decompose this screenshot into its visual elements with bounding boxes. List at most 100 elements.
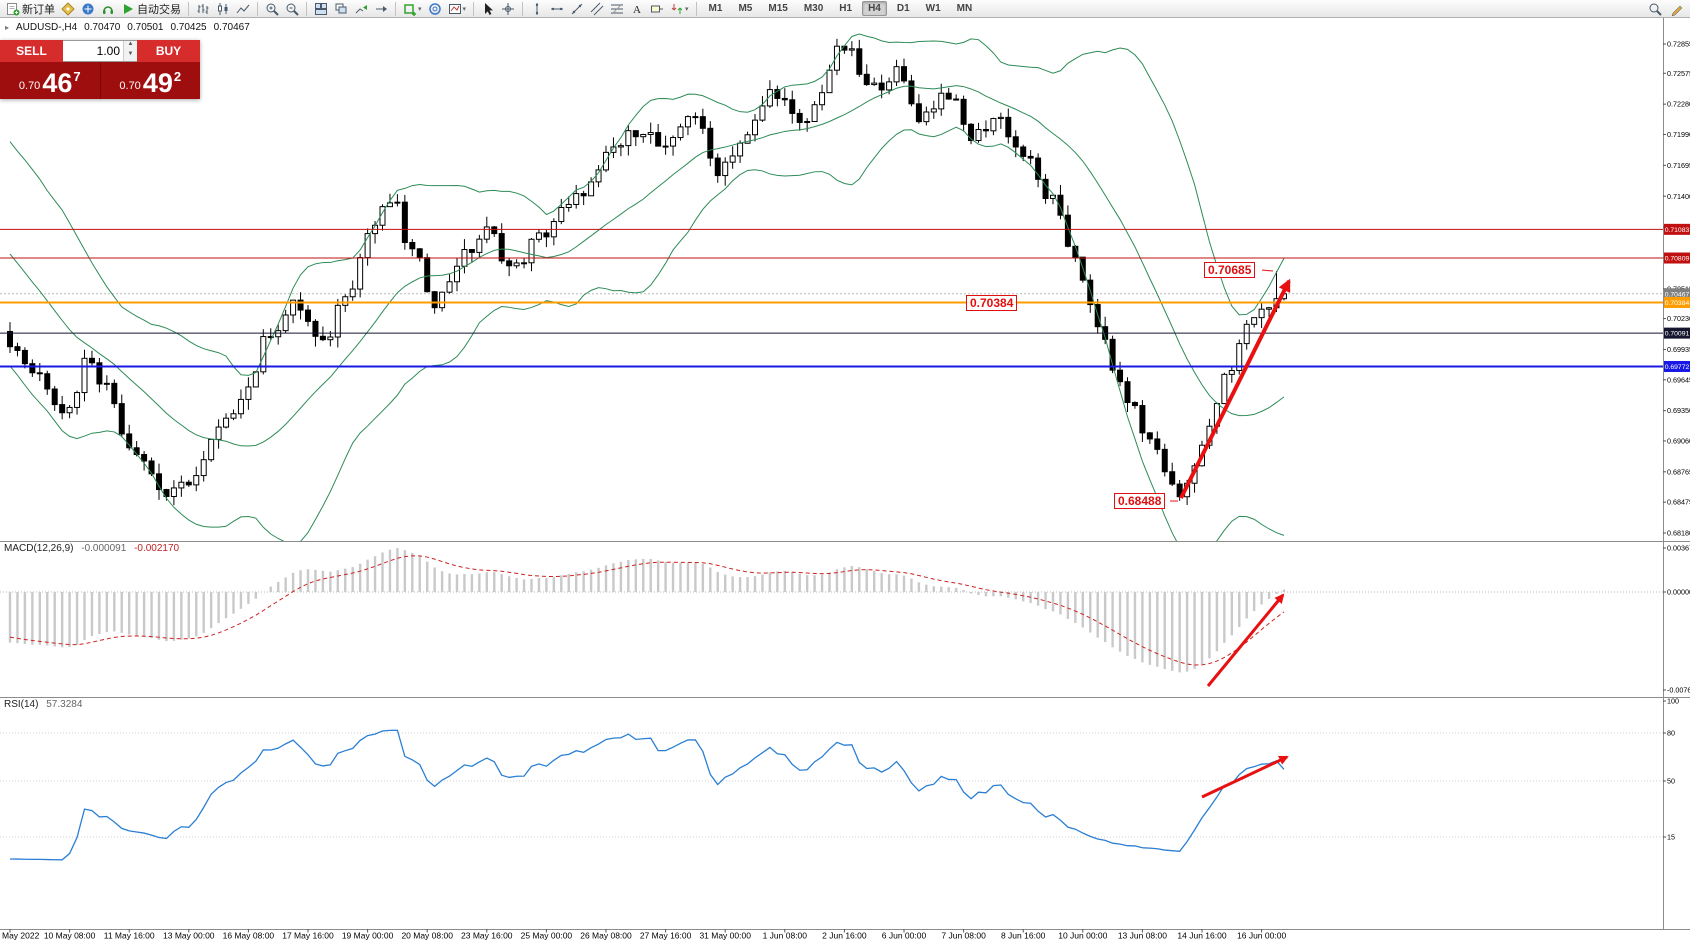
sell-button[interactable]: SELL (0, 40, 63, 62)
toolbar-separator (306, 1, 307, 16)
templates-dropdown[interactable]: ▾ (446, 1, 469, 17)
timeframe-m1-button[interactable]: M1 (708, 3, 723, 14)
svg-text:16 May 08:00: 16 May 08:00 (223, 931, 275, 940)
svg-text:0.71083: 0.71083 (1665, 227, 1690, 234)
svg-text:1 Jun 08:00: 1 Jun 08:00 (763, 931, 808, 940)
svg-text:0.69935: 0.69935 (1667, 345, 1690, 354)
text-label-button[interactable] (648, 1, 666, 17)
price-annotation-label[interactable]: 0.70384 (966, 295, 1018, 311)
track-icon (355, 4, 367, 13)
horizontal-level-lines[interactable] (0, 228, 1663, 368)
timeframe-w1-button[interactable]: W1 (925, 3, 941, 14)
label-icon (651, 5, 664, 12)
zoom-in-icon (266, 3, 279, 16)
volume-stepper: ▲ ▼ (123, 41, 137, 61)
arrows-dropdown[interactable]: ▾ (668, 1, 691, 17)
buy-price-prefix: 0.70 (119, 80, 141, 92)
svg-text:0.71695: 0.71695 (1667, 161, 1690, 170)
compass-icon (61, 1, 75, 16)
text-button[interactable]: A (628, 1, 646, 17)
buy-quote-button[interactable]: 0.70 49 2 (101, 62, 201, 99)
svg-text:May 2022: May 2022 (2, 931, 40, 940)
timeframe-mn-button[interactable]: MN (956, 3, 973, 14)
chevron-down-icon: ▾ (462, 5, 467, 13)
fibonacci-button[interactable] (608, 1, 626, 17)
chart-shift-button[interactable] (372, 1, 390, 17)
fibo-icon (611, 3, 624, 14)
zoom-in-button[interactable] (263, 1, 281, 17)
svg-text:0.70467: 0.70467 (1665, 291, 1690, 298)
rsi-line (9, 729, 1285, 861)
svg-text:19 May 00:00: 19 May 00:00 (342, 931, 394, 940)
buy-button[interactable]: BUY (137, 40, 200, 62)
crosshair-button[interactable] (499, 1, 517, 17)
volume-input[interactable] (63, 41, 123, 61)
macd-axis-label: 0.00367 (1667, 544, 1690, 553)
line-chart-icon (236, 4, 250, 13)
svg-text:14 Jun 16:00: 14 Jun 16:00 (1177, 931, 1226, 940)
svg-text:0.69645: 0.69645 (1667, 375, 1690, 384)
rsi-value: 57.3284 (46, 699, 83, 710)
search-button[interactable] (1646, 1, 1664, 17)
vline-icon (535, 2, 539, 15)
volume-down-button[interactable]: ▼ (124, 51, 137, 61)
volume-up-button[interactable]: ▲ (124, 41, 137, 51)
toolbar-separator (395, 1, 396, 16)
market-button[interactable] (79, 1, 97, 17)
trend-arrows[interactable] (1170, 269, 1291, 799)
time-axis[interactable]: May 2022 10 May 08:00 11 May 16:00 13 May 0… (2, 929, 1286, 940)
bars-chart-button[interactable] (194, 1, 212, 17)
tile-windows-button[interactable] (312, 1, 330, 17)
chart-symbol-icon: ▸ (5, 23, 10, 32)
vertical-line-button[interactable] (528, 1, 546, 17)
timeframe-d1-button[interactable]: D1 (896, 3, 910, 14)
edit-button[interactable] (1668, 1, 1686, 17)
timeframe-h4-button[interactable]: H4 (862, 1, 887, 16)
bars-chart-icon (197, 3, 209, 14)
svg-text:10 Jun 00:00: 10 Jun 00:00 (1058, 931, 1107, 940)
new-order-button[interactable]: 新订单 (4, 1, 57, 17)
trendline-button[interactable] (568, 1, 586, 17)
rsi-axis-label: 50 (1667, 777, 1675, 786)
line-chart-button[interactable] (234, 1, 252, 17)
horizontal-line-button[interactable] (548, 1, 566, 17)
crosshair-icon (502, 2, 515, 15)
cursor-button[interactable] (479, 1, 497, 17)
shapes-icon (404, 3, 416, 16)
rsi-name: RSI(14) (4, 699, 39, 710)
toolbar-separator (188, 1, 189, 16)
buy-price-sup: 2 (173, 69, 182, 84)
sell-price-sup: 7 (73, 69, 81, 84)
autotrading-button[interactable]: 自动交易 (119, 1, 183, 17)
cycle-lines-button[interactable] (426, 1, 444, 17)
macd-axis-label: -0.00765 (1667, 686, 1690, 695)
timeframe-m5-button[interactable]: M5 (738, 3, 753, 14)
new-order-button-label: 新订单 (22, 3, 55, 16)
candlestick-chart-button[interactable] (214, 1, 232, 17)
support-button[interactable] (99, 1, 117, 17)
auto-scroll-button[interactable] (352, 1, 370, 17)
community-button[interactable] (59, 1, 77, 17)
price-annotation-label[interactable]: 0.68488 (1114, 493, 1166, 509)
objects-dropdown[interactable]: ▾ (401, 1, 424, 17)
cursor-icon (485, 2, 494, 15)
svg-text:0.68765: 0.68765 (1667, 467, 1690, 476)
sell-quote-button[interactable]: 0.70 46 7 (0, 62, 101, 99)
toolbar-right-group (1646, 1, 1686, 17)
timeframe-m15-button[interactable]: M15 (768, 3, 788, 14)
sell-price-prefix: 0.70 (18, 80, 41, 92)
new-order-icon (7, 2, 20, 15)
zoom-out-button[interactable] (283, 1, 301, 17)
equidistant-channel-button[interactable] (588, 1, 606, 17)
svg-text:25 May 00:00: 25 May 00:00 (521, 931, 573, 940)
svg-text:0.68475: 0.68475 (1667, 498, 1690, 507)
timeframe-h1-button[interactable]: H1 (839, 3, 853, 14)
timeframe-m30-button[interactable]: M30 (803, 3, 824, 14)
price-annotation-label[interactable]: 0.70685 (1204, 262, 1256, 278)
cascade-windows-button[interactable] (332, 1, 350, 17)
